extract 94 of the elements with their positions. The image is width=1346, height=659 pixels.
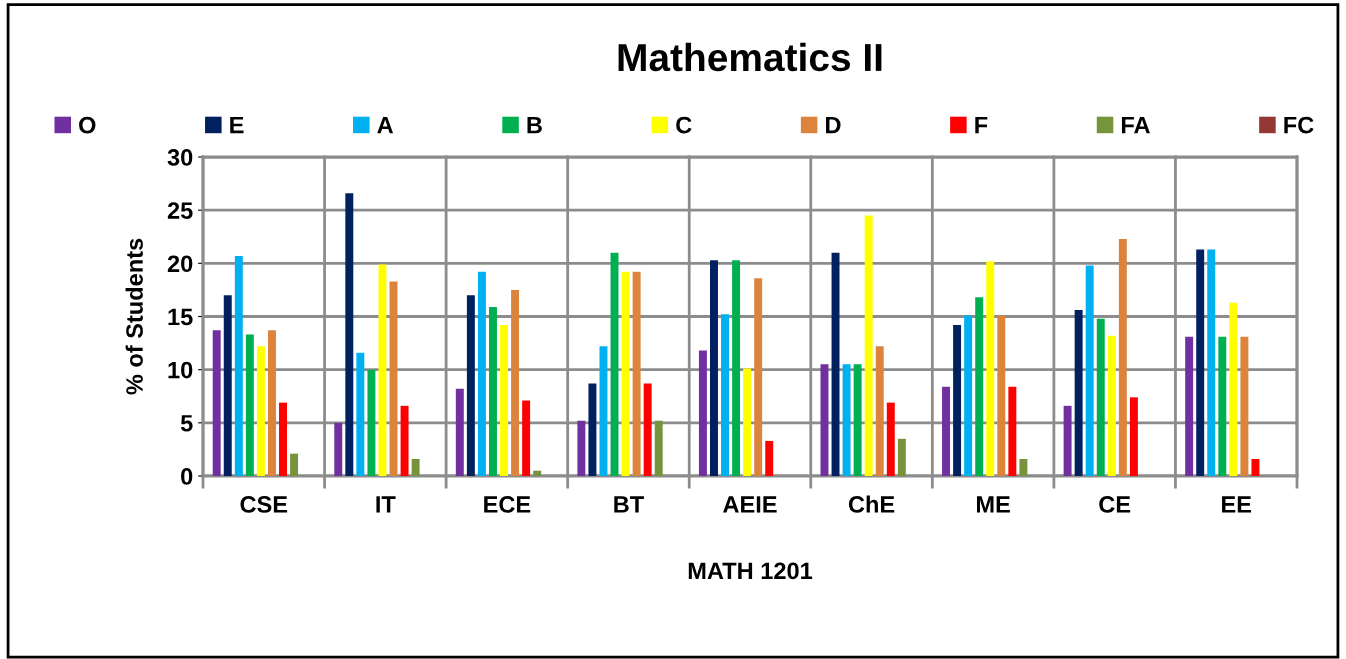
bar <box>765 440 774 476</box>
y-tick-label: 0 <box>181 468 193 485</box>
bar <box>710 260 718 476</box>
y-tick-label: 15 <box>168 308 193 326</box>
legend-label: C <box>676 116 692 134</box>
legend-label: FC <box>1284 116 1314 134</box>
x-tick-label: ECE <box>484 496 531 513</box>
bar <box>1063 405 1072 476</box>
legend-label: D <box>826 116 841 134</box>
bar <box>290 453 299 476</box>
bar <box>986 261 995 476</box>
y-tick-label: 5 <box>180 415 193 432</box>
bar <box>743 368 752 476</box>
bar <box>643 383 652 476</box>
bar <box>997 315 1006 476</box>
bar <box>1251 458 1260 476</box>
x-tick-label: CE <box>1099 496 1131 513</box>
bar <box>1118 238 1127 476</box>
legend-label: F <box>975 116 988 134</box>
legend-label: A <box>377 116 394 134</box>
bar <box>732 260 741 476</box>
bar <box>886 402 895 476</box>
bar <box>1019 458 1028 476</box>
bar <box>1196 249 1205 476</box>
x-tick-label: CSE <box>240 496 288 513</box>
bar <box>1207 249 1216 476</box>
bar <box>588 383 597 476</box>
bar <box>256 346 265 476</box>
bar <box>621 271 630 476</box>
bar <box>488 306 497 476</box>
bar <box>754 278 763 476</box>
bar <box>477 271 486 476</box>
bar <box>1240 336 1249 476</box>
bar <box>897 438 906 476</box>
legend-label: E <box>230 116 244 134</box>
x-axis-title: MATH 1201 <box>688 562 813 580</box>
bar <box>367 369 376 476</box>
chart-title: Mathematics II <box>618 42 882 72</box>
bar <box>245 334 254 476</box>
bar <box>942 386 951 476</box>
x-tick-label: ChE <box>848 495 895 513</box>
y-tick-label: 10 <box>168 361 193 379</box>
bar <box>500 325 508 476</box>
bar <box>1185 336 1194 476</box>
bar <box>511 289 520 476</box>
x-tick-label: AEIE <box>723 496 777 513</box>
bar <box>212 330 221 476</box>
bar <box>698 350 707 476</box>
bar <box>1229 302 1238 476</box>
x-tick-label: BT <box>614 496 644 513</box>
bar <box>234 255 243 476</box>
legend-label: O <box>79 116 96 134</box>
bar <box>975 297 984 476</box>
bar <box>864 215 873 476</box>
bar <box>378 264 387 476</box>
bar <box>522 400 531 476</box>
bar <box>875 346 884 476</box>
bar <box>842 364 851 476</box>
bar <box>599 346 608 476</box>
x-tick-label: EE <box>1222 496 1252 513</box>
bar <box>721 314 729 476</box>
bar <box>1129 397 1138 476</box>
y-tick-label: 30 <box>167 149 193 166</box>
x-tick-label: ME <box>976 496 1010 513</box>
bar <box>577 420 586 476</box>
bar <box>953 325 962 476</box>
bar <box>334 422 343 476</box>
bar <box>411 458 420 476</box>
bar <box>455 388 464 476</box>
bar <box>1218 336 1227 476</box>
bar <box>964 315 973 476</box>
bar <box>345 193 354 476</box>
bar <box>1008 386 1017 476</box>
bar <box>466 295 475 476</box>
legend-label: FA <box>1121 116 1150 134</box>
bar <box>279 402 287 476</box>
bar <box>223 295 232 476</box>
y-tick-label: 25 <box>167 202 193 219</box>
bar <box>267 330 276 476</box>
bar <box>533 470 542 476</box>
y-tick-label: 20 <box>167 255 193 273</box>
legend-label: B <box>527 116 542 134</box>
bar <box>853 364 862 476</box>
bar <box>1085 265 1094 476</box>
bar <box>1096 318 1105 476</box>
bar <box>356 352 365 476</box>
bar <box>632 271 641 476</box>
x-tick-label: IT <box>376 496 396 513</box>
bar <box>400 405 409 476</box>
bar <box>831 252 840 476</box>
y-axis-title: % of Students <box>125 238 143 395</box>
bar <box>1074 310 1083 476</box>
bar <box>654 420 663 476</box>
bar <box>1107 335 1116 476</box>
